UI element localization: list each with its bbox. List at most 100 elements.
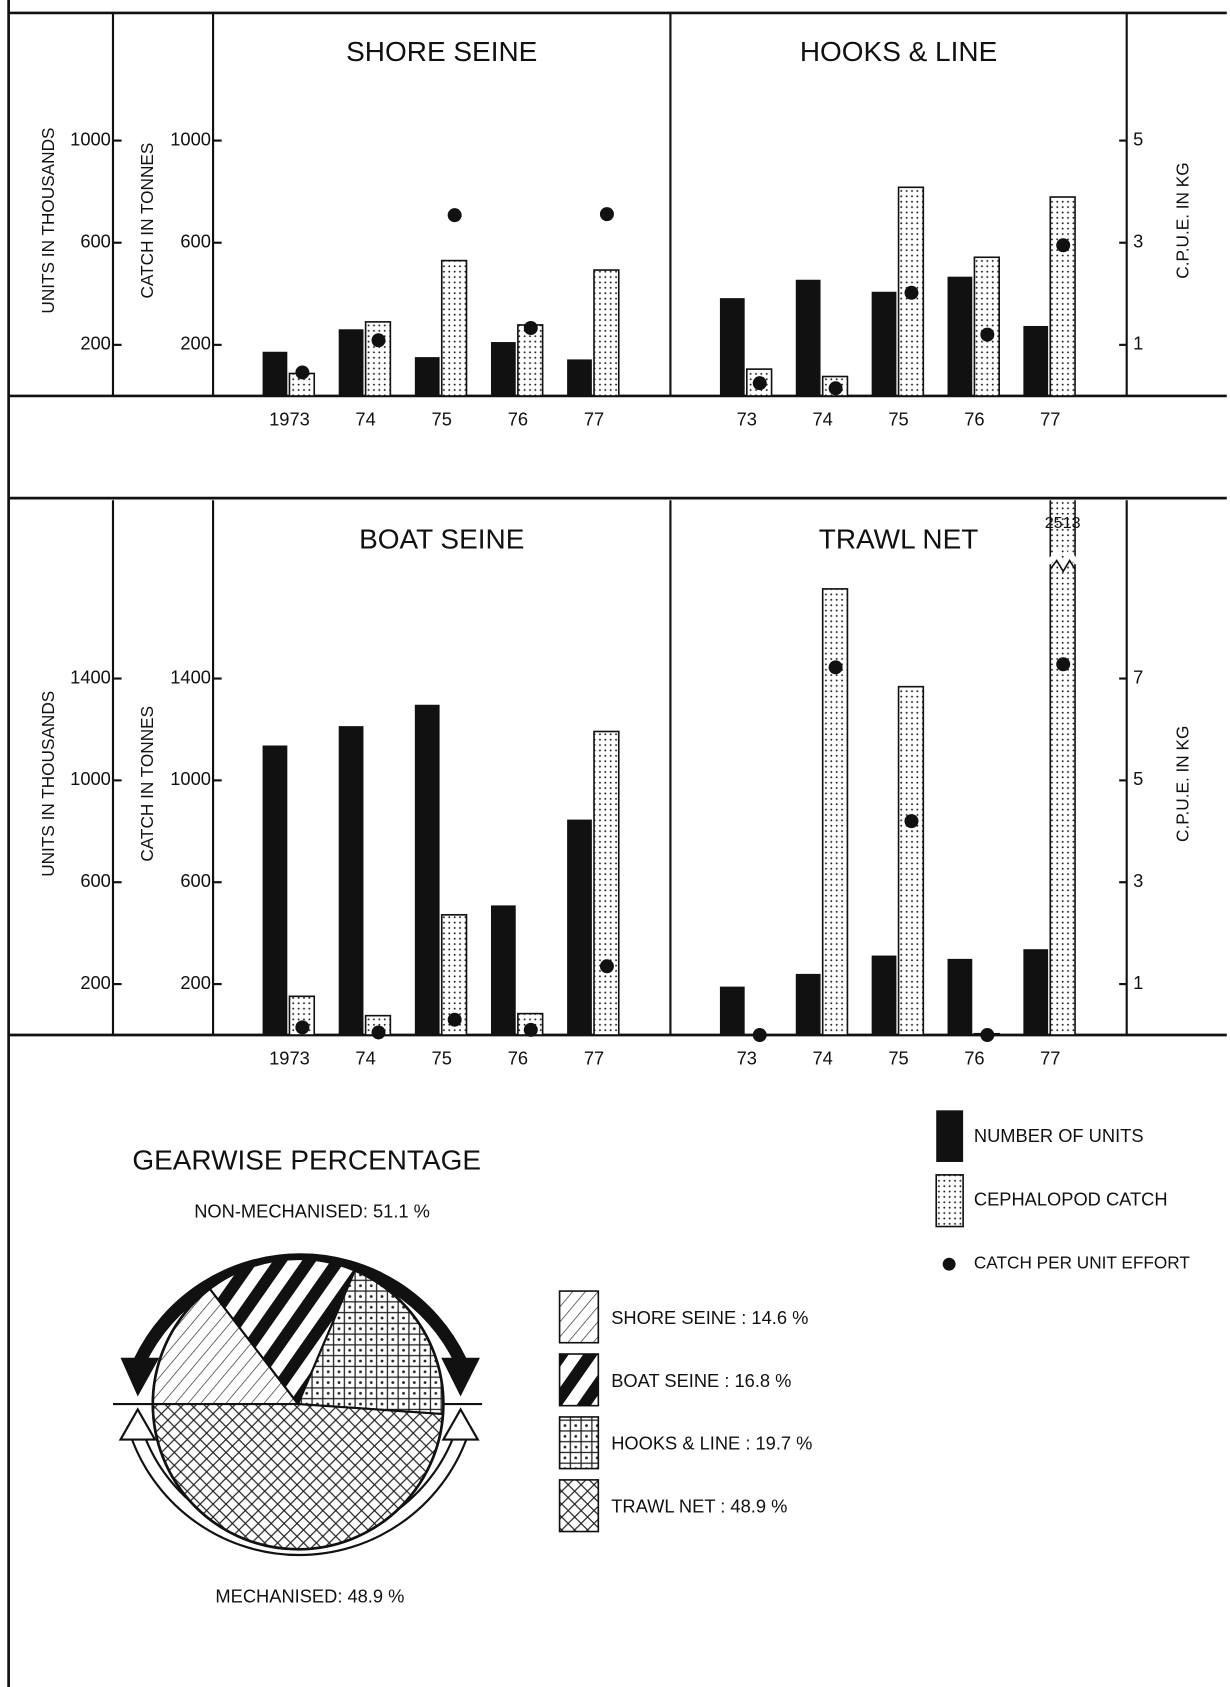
- y-tick-label: 200: [180, 972, 211, 993]
- cpue-dot: [752, 376, 767, 391]
- x-tick-label: 73: [737, 1048, 757, 1069]
- legend-label: CATCH PER UNIT EFFORT: [974, 1253, 1191, 1273]
- x-tick-label: 1973: [269, 409, 310, 430]
- cpue-dot: [447, 208, 462, 223]
- legend-label: BOAT SEINE : 16.8 %: [611, 1370, 791, 1391]
- cpue-dot: [1056, 657, 1071, 672]
- panel-title: BOAT SEINE: [359, 524, 524, 555]
- annotation: NON-MECHANISED: 51.1 %: [194, 1200, 430, 1221]
- cpue-dot: [980, 327, 995, 342]
- bar: [1049, 196, 1076, 396]
- y2-tick-label: 1: [1133, 333, 1143, 354]
- y-tick-label: 1400: [70, 666, 111, 687]
- bar: [593, 269, 620, 396]
- cpue-dot: [599, 959, 614, 974]
- y-tick-label: 600: [80, 870, 111, 891]
- break-mark: [1046, 549, 1080, 571]
- y-tick-label: 1000: [70, 128, 111, 149]
- cpue-dot: [980, 1028, 995, 1043]
- cpue-dot: [904, 285, 919, 300]
- y2-tick-label: 5: [1133, 768, 1143, 789]
- y-tick-label: 600: [180, 231, 211, 252]
- pie-title: GEARWISE PERCENTAGE: [132, 1144, 481, 1175]
- legend-swatch: [942, 1257, 956, 1271]
- x-tick-label: 75: [432, 1048, 452, 1069]
- bar: [897, 685, 925, 1036]
- legend-swatch: [558, 1416, 600, 1470]
- bar: [795, 279, 821, 396]
- bar: [1023, 949, 1049, 1036]
- bar: [414, 704, 440, 1036]
- y-axis-label: CATCH IN TONNES: [137, 706, 157, 862]
- legend-label: TRAWL NET : 48.9 %: [611, 1496, 787, 1517]
- panel-title: HOOKS & LINE: [800, 36, 997, 67]
- y-tick-label: 1400: [170, 666, 211, 687]
- legend-label: CEPHALOPOD CATCH: [974, 1189, 1168, 1210]
- x-tick-label: 74: [813, 409, 833, 430]
- y-tick-label: 1000: [170, 768, 211, 789]
- y-axis-label: CATCH IN TONNES: [137, 143, 157, 299]
- annotation: MECHANISED: 48.9 %: [215, 1586, 404, 1607]
- y2-tick-label: 7: [1133, 666, 1143, 687]
- y-tick-label: 200: [180, 333, 211, 354]
- arrowhead: [118, 1407, 157, 1441]
- x-tick-label: 73: [737, 409, 757, 430]
- bar-group: [262, 704, 620, 1036]
- bar: [795, 973, 821, 1036]
- x-tick-label: 1973: [269, 1048, 310, 1069]
- cpue-dot: [1056, 238, 1071, 253]
- bar: [593, 730, 620, 1036]
- bar: [719, 298, 745, 396]
- cpue-dot: [295, 365, 310, 380]
- y2-axis-label: C.P.U.E. IN KG: [1172, 162, 1192, 278]
- y2-tick-label: 1: [1133, 972, 1143, 993]
- cpue-dot: [828, 381, 843, 396]
- bar: [364, 321, 392, 396]
- bar: [947, 958, 973, 1036]
- legend-label: HOOKS & LINE : 19.7 %: [611, 1433, 812, 1454]
- x-tick-label: 74: [813, 1048, 833, 1069]
- arrowhead: [120, 1357, 160, 1397]
- x-tick-label: 75: [888, 1048, 908, 1069]
- x-tick-label: 74: [355, 409, 375, 430]
- y-axis-label: UNITS IN THOUSANDS: [38, 691, 58, 877]
- legend-swatch: [935, 1174, 964, 1228]
- x-tick-label: 75: [888, 409, 908, 430]
- y-tick-label: 600: [180, 870, 211, 891]
- bar: [517, 324, 544, 396]
- cpue-dot: [523, 1022, 538, 1037]
- value-label: 2513: [1045, 514, 1081, 532]
- legend-swatch: [558, 1479, 600, 1533]
- y-tick-label: 200: [80, 972, 111, 993]
- bar: [973, 256, 1000, 396]
- legend-label: SHORE SEINE : 14.6 %: [611, 1307, 808, 1328]
- bar-group: [719, 186, 1076, 396]
- bar: [821, 588, 849, 1036]
- x-tick-label: 77: [1040, 1048, 1060, 1069]
- x-tick-label: 75: [432, 409, 452, 430]
- y-axis-label: UNITS IN THOUSANDS: [38, 128, 58, 314]
- arrowhead: [441, 1357, 480, 1397]
- legend-label: NUMBER OF UNITS: [974, 1125, 1144, 1146]
- x-tick-label: 76: [508, 409, 528, 430]
- bar: [490, 905, 516, 1036]
- legend-swatch: [558, 1290, 600, 1344]
- y2-tick-label: 5: [1133, 128, 1143, 149]
- x-tick-label: 77: [1040, 409, 1060, 430]
- x-tick-label: 76: [964, 409, 984, 430]
- cpue-dot: [447, 1012, 462, 1027]
- y2-tick-label: 3: [1133, 231, 1143, 252]
- y-tick-label: 200: [80, 333, 111, 354]
- x-tick-label: 74: [355, 1048, 375, 1069]
- pie-slice: [151, 1402, 445, 1551]
- y-tick-label: 1000: [170, 128, 211, 149]
- bar: [338, 726, 364, 1036]
- legend-swatch: [936, 1110, 964, 1162]
- bar: [338, 329, 364, 396]
- bar: [719, 986, 745, 1036]
- x-tick-label: 77: [584, 409, 604, 430]
- x-tick-label: 76: [964, 1048, 984, 1069]
- bar: [262, 351, 288, 396]
